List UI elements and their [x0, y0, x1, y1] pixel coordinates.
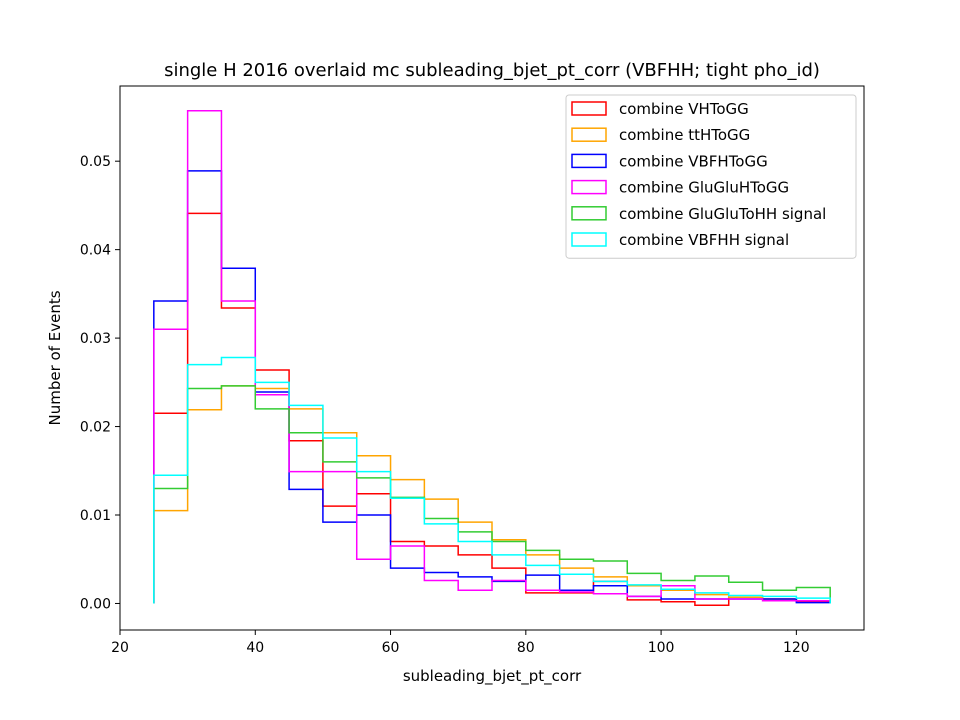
series-3-step-line: [153, 110, 831, 604]
y-axis-label: Number of Events: [46, 290, 64, 425]
legend-label: combine GluGluToHH signal: [619, 205, 826, 223]
legend-swatch: [571, 206, 607, 221]
legend-swatch: [571, 101, 607, 116]
y-tick-label: 0.01: [80, 508, 111, 524]
x-axis-ticks: 20 40 60 80 100 120: [111, 630, 810, 656]
x-tick-label: 20: [111, 640, 129, 656]
legend-box: [565, 94, 857, 259]
series-4-step-line: [153, 385, 831, 604]
legend: combine VHToGG combine ttHToGG combine VBF…: [565, 94, 857, 259]
legend-swatch: [571, 179, 607, 195]
x-tick-label: 120: [783, 640, 810, 656]
x-axis-label: subleading_bjet_pt_corr: [403, 667, 582, 686]
axes-frame: [119, 85, 865, 631]
series-layer: [153, 110, 831, 606]
legend-swatch: [571, 232, 607, 247]
legend-swatch: [571, 127, 607, 142]
x-tick-label: 100: [648, 640, 675, 656]
legend-label: combine VHToGG: [619, 100, 749, 118]
legend-swatch: [571, 153, 607, 169]
x-tick-label: 60: [382, 640, 400, 656]
y-tick-label: 0.04: [80, 243, 111, 259]
legend-label: combine ttHToGG: [619, 126, 750, 144]
x-tick-label: 40: [246, 640, 264, 656]
series-5-step-line: [153, 356, 831, 604]
legend-label: combine VBFHToGG: [619, 152, 768, 170]
y-tick-label: 0.02: [80, 420, 111, 436]
y-tick-label: 0.05: [80, 154, 111, 170]
legend-label: combine GluGluHToGG: [619, 179, 789, 197]
y-axis-ticks: 0.00 0.01 0.02 0.03 0.04 0.05: [80, 154, 120, 612]
chart-title: single H 2016 overlaid mc subleading_bje…: [164, 60, 820, 81]
x-tick-label: 80: [517, 640, 535, 656]
y-tick-label: 0.03: [80, 331, 111, 347]
legend-label: combine VBFHH signal: [619, 231, 789, 249]
y-tick-label: 0.00: [80, 596, 111, 612]
